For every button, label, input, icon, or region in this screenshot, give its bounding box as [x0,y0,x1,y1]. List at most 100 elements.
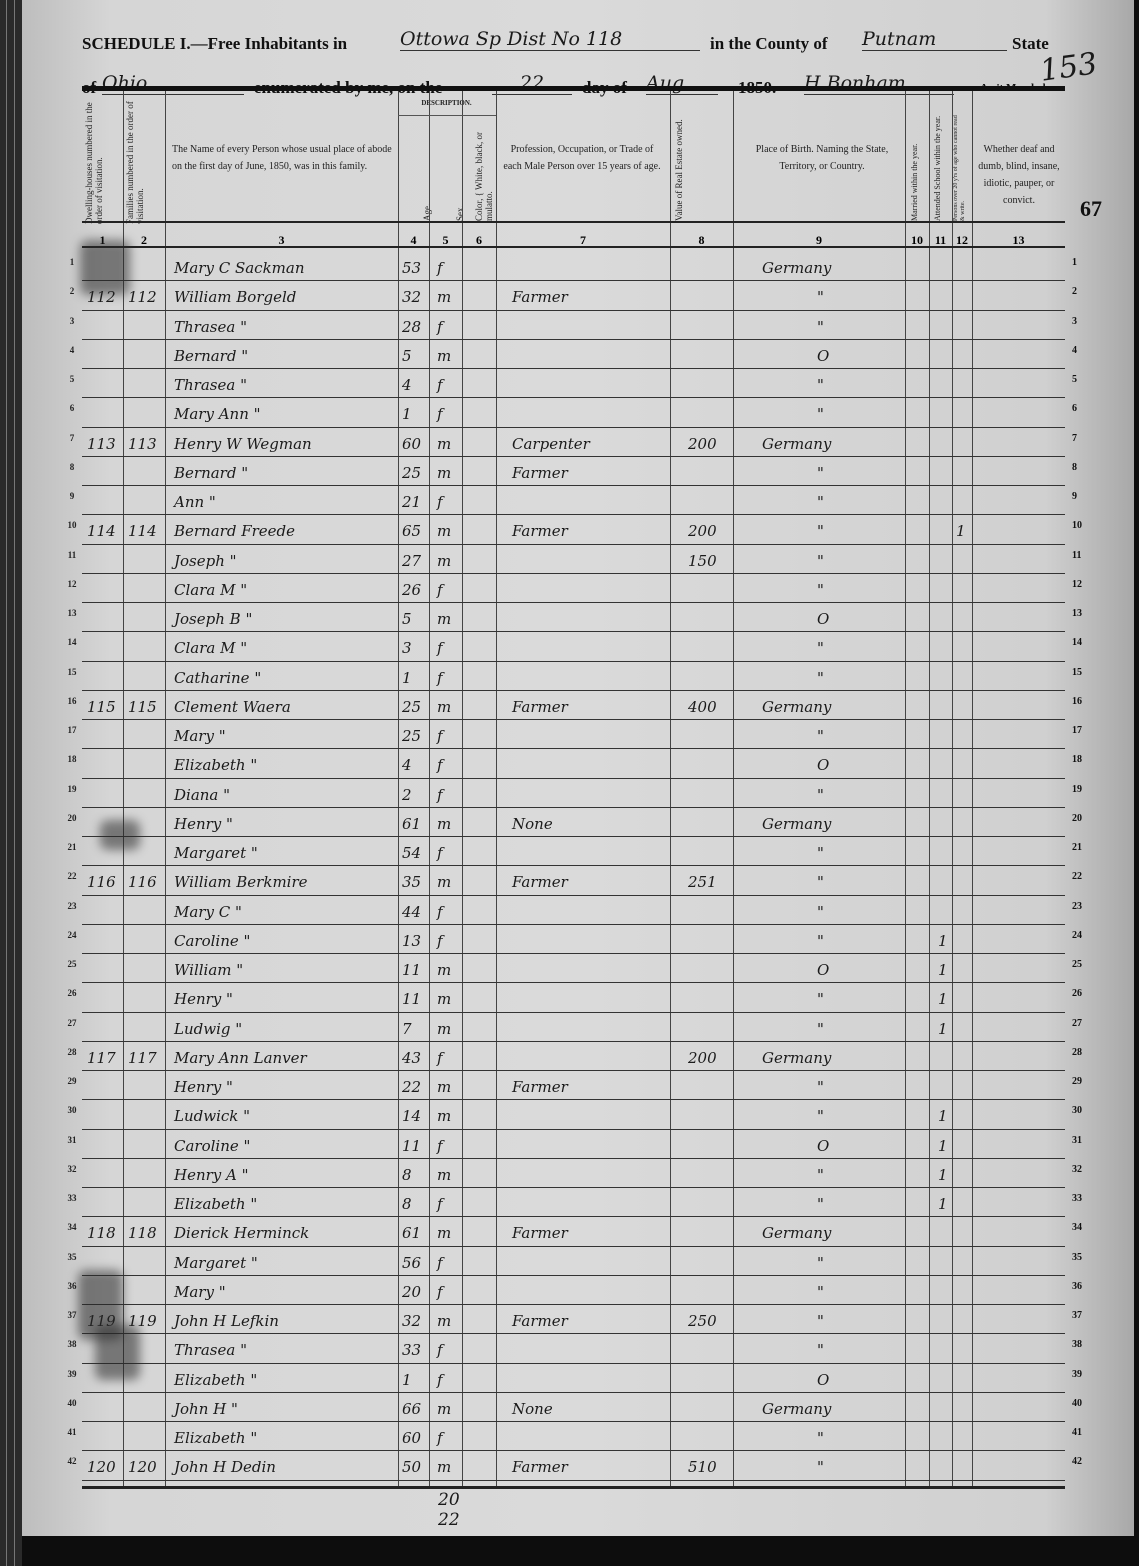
col-7-header: Profession, Occupation, or Trade of each… [503,144,661,172]
birthplace: " [817,405,824,424]
line-number-left: 34 [67,1222,77,1233]
dwelling-number: 120 [87,1458,116,1477]
column-number: 10 [911,233,923,247]
line-number-left: 25 [67,959,77,969]
sex: m [437,551,452,570]
row-rule [82,572,1065,574]
age: 65 [402,522,422,541]
birthplace: " [817,288,824,307]
table-row: 114 114 Bernard Freede 65 m Farmer 200 " 1 [82,516,1065,545]
birthplace: " [817,1282,824,1301]
sex: f [437,259,443,277]
birthplace: Germany [762,434,832,453]
occupation: Farmer [512,1224,568,1243]
row-rule [82,806,1065,808]
col-5-header: Sex. [455,205,465,221]
attended-school: 1 [938,1195,948,1213]
line-number-right: 12 [1072,578,1082,590]
person-name: Clement Waera [174,697,291,716]
person-name: Catharine " [174,668,262,687]
table-row: 112 112 William Borgeld 32 m Farmer " [82,282,1065,311]
family-number: 113 [128,434,157,453]
sex: f [437,1282,443,1301]
line-number-right: 40 [1072,1397,1082,1409]
table-row: Elizabeth " 60 f " [82,1423,1065,1452]
person-name: Mary Ann " [174,405,261,424]
birthplace: " [817,376,824,394]
sex: m [437,1107,452,1126]
table-row: Henry " 11 m " 1 [82,984,1065,1013]
row-rule [82,1304,1065,1305]
line-number-right: 19 [1072,783,1082,795]
occupation: Farmer [512,1312,568,1330]
age: 1 [402,405,412,424]
line-number-left: 7 [69,432,75,443]
table-row: Catharine " 1 f " [82,663,1065,692]
line-number-right: 11 [1072,549,1082,561]
person-name: Henry A " [174,1165,249,1184]
line-number-left: 36 [67,1280,77,1291]
line-number-right: 5 [1072,374,1077,385]
birthplace: " [817,1458,824,1477]
line-number-right: 24 [1072,929,1082,941]
birthplace: " [817,1312,824,1330]
age: 5 [402,346,412,365]
row-rule [82,309,1065,311]
person-name: Mary C Sackman [174,259,305,277]
row-rule [82,1479,1065,1481]
line-number-left: 26 [67,988,77,999]
table-row: Bernard " 25 m Farmer " [82,458,1065,487]
sex: f [437,1253,443,1272]
sex: m [437,522,452,541]
family-number: 112 [128,288,157,307]
person-name: Henry W Wegman [174,434,312,453]
family-number: 115 [128,697,157,716]
age: 20 [402,1282,422,1301]
occupation: Farmer [512,288,568,307]
column-number: 13 [1012,233,1025,247]
line-number-right: 8 [1072,461,1077,473]
person-name: Ann " [174,493,216,511]
person-name: Elizabeth " [174,1370,258,1389]
table-row: 120 120 John H Dedin 50 m Farmer 510 " [82,1452,1065,1481]
column-number: 2 [141,233,147,247]
ink-smudge [100,820,140,850]
sex: f [437,844,443,862]
subdivision-value: Ottowa Sp Dist No 118 [400,28,700,51]
line-number-left: 15 [67,666,77,677]
table-row: Diana " 2 f " [82,780,1065,809]
birthplace: " [817,902,824,921]
line-number-right: 41 [1072,1427,1082,1438]
tally-a: 20 [438,1490,460,1510]
dwelling-number: 118 [87,1224,116,1243]
sex: f [437,727,443,745]
birthplace: " [817,844,824,862]
dwelling-number: 116 [87,873,116,892]
line-number-right: 26 [1072,988,1082,1000]
column-divider [972,91,973,1486]
age: 11 [402,1136,422,1155]
row-rule [82,1245,1065,1247]
person-name: Mary " [174,1282,226,1301]
occupation: Farmer [512,697,568,716]
sex: f [437,902,443,921]
sex: m [437,697,452,716]
person-name: William Berkmire [174,873,308,892]
line-number-left: 20 [67,812,77,823]
person-name: Henry " [174,990,233,1009]
birthplace: O [817,610,830,628]
sex: f [437,931,443,950]
table-row: Elizabeth " 8 f " 1 [82,1189,1065,1218]
real-estate-value: 400 [688,697,717,716]
sex: m [437,434,452,453]
person-name: Caroline " [174,1136,251,1155]
family-number: 118 [128,1224,157,1243]
sex: f [437,1195,443,1213]
table-row: Ann " 21 f " [82,487,1065,516]
birthplace: O [817,1136,830,1155]
sex: m [437,1019,452,1038]
line-number-right: 30 [1072,1105,1082,1117]
table-row: 115 115 Clement Waera 25 m Farmer 400 Germany [82,692,1065,721]
table-row: Elizabeth " 1 f O [82,1365,1065,1394]
dwelling-number: 113 [87,434,116,453]
